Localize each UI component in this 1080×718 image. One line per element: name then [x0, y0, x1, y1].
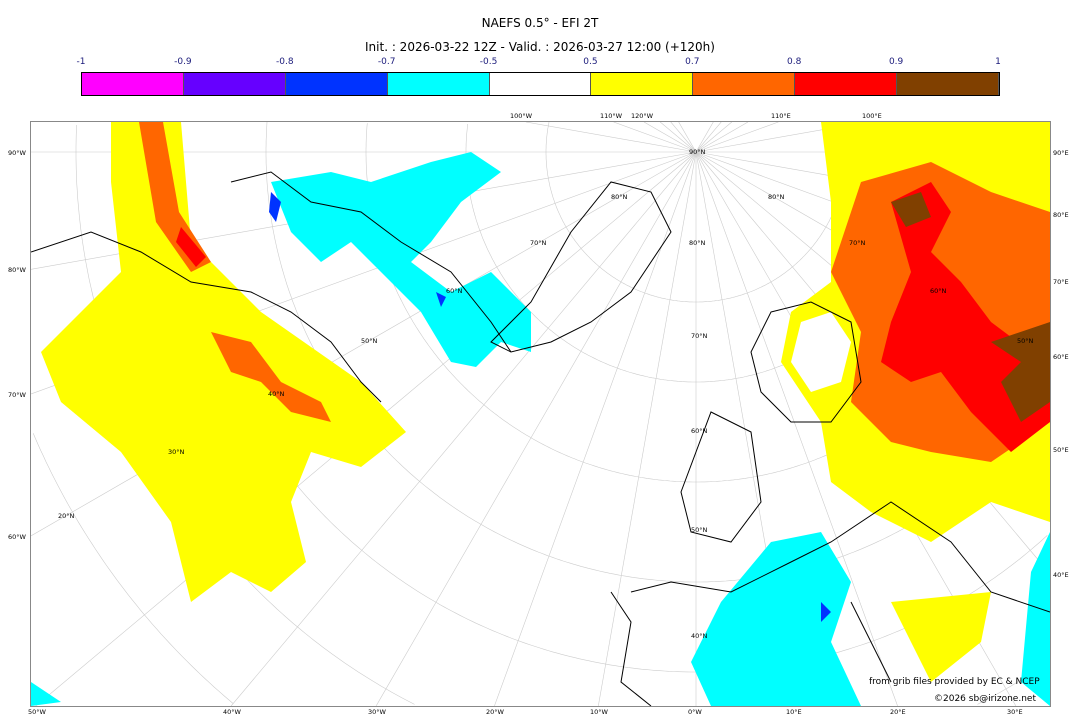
field-cyan-greenland — [271, 152, 531, 367]
meridian-line — [695, 122, 714, 153]
graticule-label: 20°W — [486, 708, 504, 716]
colorbar-segment — [591, 73, 694, 95]
colorbar-segment — [795, 73, 898, 95]
meridian-line — [643, 122, 697, 153]
graticule-label: 70°E — [1053, 278, 1069, 286]
efi-fields — [31, 122, 1050, 706]
colorbar-segment — [489, 73, 592, 95]
graticule-label: 70°N — [530, 239, 547, 247]
meridian-line — [670, 122, 697, 153]
graticule-label: 0°W — [688, 708, 702, 716]
source-credit: from grib files provided by EC & NCEP — [869, 677, 1040, 687]
graticule-label: 50°N — [361, 337, 378, 345]
colorbar-tick: 1 — [995, 57, 1001, 67]
colorbar-tick: 0.7 — [685, 57, 700, 67]
graticule-label: 100°E — [862, 112, 882, 120]
colorbar-segment — [897, 73, 1000, 95]
field-red-west — [176, 227, 206, 267]
graticule-label: 60°N — [930, 287, 947, 295]
graticule-label: 80°N — [768, 193, 785, 201]
colorbar-tick: 0.9 — [888, 57, 904, 67]
meridian-line — [598, 151, 697, 706]
meridian-line — [695, 151, 898, 706]
colorbar-segment — [387, 73, 490, 95]
graticule-label: 50°E — [1053, 446, 1069, 454]
graticule-label: 90°E — [1053, 149, 1069, 157]
map-area: 90°N 80°N 70°N 60°N 50°N 40°N 50°N 40°N 30°N 20°N… — [30, 121, 1051, 707]
graticule-label: 100°W — [510, 112, 533, 120]
graticule-label: 70°W — [8, 391, 26, 399]
colorbar-segment — [285, 73, 388, 95]
graticule-label: 110°E — [771, 112, 791, 120]
colorbar-segment — [82, 73, 184, 95]
colorbar-tick: 0.5 — [583, 57, 598, 67]
map-title: NAEFS 0.5° - EFI 2T — [481, 16, 599, 30]
graticule-label: 50°N — [691, 526, 708, 534]
graticule-label: 60°E — [1053, 353, 1069, 361]
colorbar-segment — [183, 73, 286, 95]
graticule-label: 60°N — [446, 287, 463, 295]
graticule-label: 70°N — [691, 332, 708, 340]
graticule-label: 80°E — [1053, 211, 1069, 219]
graticule-label: 40°W — [223, 708, 241, 716]
graticule-label: 70°N — [849, 239, 866, 247]
meridian-line — [660, 122, 697, 153]
graticule-label: 80°W — [8, 266, 26, 274]
meridian-line — [613, 122, 697, 153]
colorbar-tick: 0.8 — [787, 57, 802, 67]
graticule-label: 60°N — [691, 427, 708, 435]
graticule-label: 50°N — [1017, 337, 1034, 345]
meridian-line — [678, 122, 697, 153]
meridian-line — [494, 151, 697, 706]
field-brown-east — [891, 192, 1050, 422]
graticule-label: 90°N — [689, 148, 706, 156]
graticule-label: 30°N — [168, 448, 185, 456]
meridian-line — [525, 122, 697, 153]
graticule-label: 30°W — [368, 708, 386, 716]
graticule-label: 80°N — [689, 239, 706, 247]
map-subtitle: Init. : 2026-03-22 12Z - Valid. : 2026-0… — [365, 40, 715, 54]
colorbar-tick: -0.8 — [275, 57, 294, 67]
field-white-sweden — [791, 312, 851, 392]
graticule-label: 80°N — [611, 193, 628, 201]
graticule-label: 40°N — [691, 632, 708, 640]
graticule-label: 10°W — [590, 708, 608, 716]
graticule-label: 20°E — [890, 708, 906, 716]
graticule-label: 30°E — [1007, 708, 1023, 716]
colorbar-tick: -0.7 — [377, 57, 396, 67]
meridian-line — [375, 151, 697, 706]
meridian-line — [230, 151, 697, 706]
copyright-credit: ©2026 sb@irizone.net — [934, 694, 1036, 704]
meridian-line — [695, 122, 732, 153]
graticule-label: 40°N — [268, 390, 285, 398]
colorbar-segment — [693, 73, 796, 95]
graticule-label: 10°E — [786, 708, 802, 716]
meridian-line — [695, 122, 722, 153]
colorbar — [81, 72, 1000, 96]
field-yellow-west — [41, 122, 406, 602]
colorbar-tick: -1 — [76, 57, 86, 67]
colorbar-tick: -0.5 — [479, 57, 498, 67]
graticule-label: 120°W — [631, 112, 654, 120]
map-svg — [31, 122, 1050, 706]
meridian-line — [695, 122, 779, 153]
meridian-line — [695, 122, 749, 153]
graticule-label: 50°W — [28, 708, 46, 716]
graticule-label: 40°E — [1053, 571, 1069, 579]
graticule-label: 90°W — [8, 149, 26, 157]
coastlines — [31, 171, 1050, 706]
colorbar-tick: -0.9 — [174, 57, 192, 67]
graticule-label: 110°W — [600, 112, 623, 120]
graticule-label: 60°W — [8, 533, 26, 541]
field-cyan-mediterranean — [31, 532, 1050, 706]
field-orange-west — [139, 122, 331, 422]
graticule-label: 20°N — [58, 512, 75, 520]
latitude-circle — [32, 433, 234, 704]
